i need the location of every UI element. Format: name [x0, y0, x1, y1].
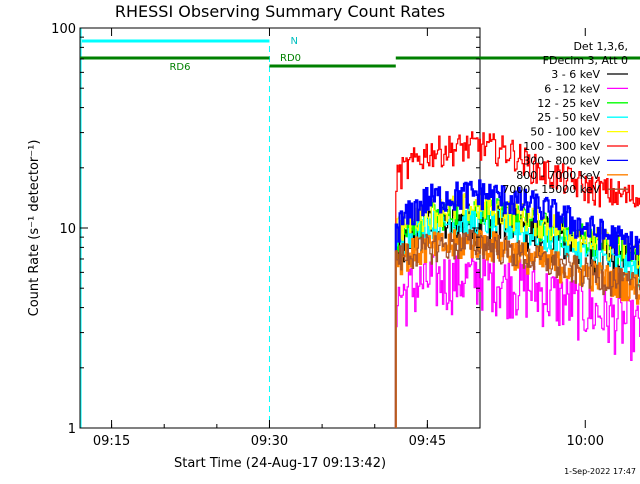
y-tick-label: 1 [68, 422, 76, 437]
legend-item-label: 25 - 50 keV [537, 111, 600, 124]
series-group [394, 131, 640, 428]
legend-item-label: 12 - 25 keV [537, 97, 600, 110]
x-tick-label: 09:45 [409, 434, 446, 449]
legend-item-label: 800 - 7000 keV [516, 169, 600, 182]
annotation-label-RD0: RD0 [280, 53, 301, 64]
legend-item-label: 6 - 12 keV [544, 82, 600, 95]
series-line-6 [394, 179, 640, 428]
series-line-8 [395, 229, 640, 428]
legend-header-line-2: FDecim 3, Att 0 [543, 54, 628, 67]
y-tick-label: 10 [59, 222, 76, 237]
x-tick-label: 10:00 [567, 434, 604, 449]
y-axis-label: Count Rate (s⁻¹ detector⁻¹) [27, 140, 42, 317]
legend-item-label: 50 - 100 keV [530, 126, 600, 139]
legend-item-label: 3 - 6 keV [551, 68, 600, 81]
series-line-7 [394, 229, 640, 428]
footer-date: 1-Sep-2022 17:47 [564, 467, 636, 476]
x-axis-label: Start Time (24-Aug-17 09:13:42) [174, 456, 386, 471]
x-tick-label: 09:30 [251, 434, 288, 449]
series-line-1 [395, 251, 640, 428]
legend-item-label: 300 - 800 keV [523, 154, 600, 167]
legend-header-line-1: Det 1,3,6, [573, 40, 628, 53]
series-line-2 [395, 198, 640, 428]
annotation-label-N: N [291, 36, 298, 47]
chart-title: RHESSI Observing Summary Count Rates [115, 2, 445, 21]
series-line-5 [395, 131, 640, 428]
y-tick-label: 100 [51, 22, 76, 37]
series-line-3 [395, 206, 640, 428]
legend-item-label: 100 - 300 keV [523, 140, 600, 153]
annotation-bars: NRD0RD6F [80, 36, 640, 73]
annotation-label-RD6: RD6 [169, 62, 190, 73]
x-tick-label: 09:15 [93, 434, 130, 449]
legend-item-label: 7000 - 15000 keV [502, 183, 600, 196]
y-axis-ticks: 1 10 100 [51, 22, 480, 437]
